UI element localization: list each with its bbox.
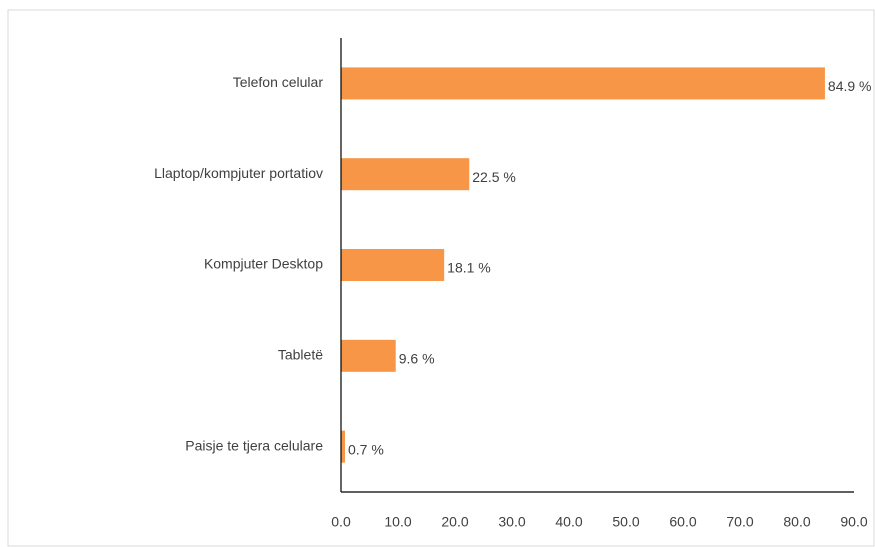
chart-frame: [7, 9, 875, 547]
x-tick-label: 90.0: [840, 514, 867, 530]
y-tick-label: Telefon celular: [233, 74, 324, 90]
bar: [341, 430, 345, 463]
data-label: 22.5 %: [472, 169, 516, 185]
data-label: 9.6 %: [399, 351, 435, 367]
data-label: 18.1 %: [447, 260, 491, 276]
x-tick-label: 80.0: [783, 514, 810, 530]
bar: [341, 249, 445, 281]
x-tick-label: 0.0: [331, 514, 351, 530]
x-tick-label: 70.0: [726, 514, 753, 530]
y-tick-label: Llaptop/kompjuter portatiov: [154, 165, 323, 181]
bar: [341, 158, 470, 191]
y-tick-label: Paisje te tjera celulare: [185, 437, 323, 453]
data-label: 0.7 %: [348, 441, 384, 457]
bar: [341, 67, 825, 100]
y-tick-label: Tabletë: [278, 347, 323, 363]
bar: [341, 339, 396, 372]
x-tick-label: 20.0: [441, 514, 468, 530]
data-label: 84.9 %: [828, 78, 872, 94]
x-tick-label: 50.0: [612, 514, 639, 530]
x-tick-label: 60.0: [669, 514, 696, 530]
x-tick-label: 30.0: [498, 514, 525, 530]
x-tick-label: 10.0: [384, 514, 411, 530]
x-tick-label: 40.0: [555, 514, 582, 530]
y-tick-label: Kompjuter Desktop: [204, 256, 323, 272]
